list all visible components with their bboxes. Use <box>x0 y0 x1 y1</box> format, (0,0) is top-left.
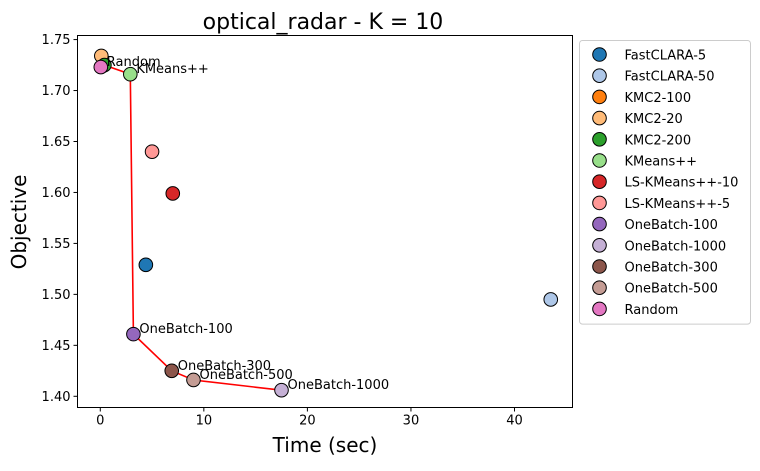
legend-marker <box>592 47 607 62</box>
point-annotation: OneBatch-1000 <box>288 378 390 393</box>
point-onebatch-1000 <box>274 382 289 398</box>
legend-label: OneBatch-500 <box>625 282 718 297</box>
legend-marker <box>592 89 607 105</box>
y-tick-label: 1.75 <box>42 33 71 48</box>
point-annotation: Random <box>107 55 161 70</box>
legend-label: KMC2-200 <box>625 133 692 148</box>
point-annotation: KMeans++ <box>136 62 209 77</box>
legend-frame <box>579 40 751 325</box>
chart-title: optical_radar - K = 10 <box>203 10 444 35</box>
legend-marker <box>592 259 607 274</box>
point-kmeans- <box>123 66 138 82</box>
y-tick-label: 1.40 <box>42 390 71 405</box>
legend-label: Random <box>625 303 679 318</box>
point-ls-kmeans-10 <box>165 186 181 201</box>
y-tick-label: 1.60 <box>42 186 71 201</box>
legend-label: OneBatch-300 <box>625 261 718 276</box>
y-tick-label: 1.65 <box>42 135 71 150</box>
pareto-front-line <box>100 64 282 391</box>
point-random <box>93 59 109 75</box>
point-fastclara-5 <box>138 257 154 273</box>
y-axis: 1.40 1.45 1.50 1.55 1.60 1.65 1.70 1.75 <box>42 33 78 405</box>
legend-marker <box>592 68 607 83</box>
y-tick-label: 1.50 <box>42 288 71 303</box>
legend-marker <box>592 132 607 147</box>
legend-marker <box>592 195 607 211</box>
point-onebatch-300 <box>164 363 180 379</box>
point-onebatch-500 <box>186 372 201 388</box>
x-axis: 0 10 20 30 40 <box>96 407 523 429</box>
legend-label: KMeans++ <box>625 155 698 170</box>
y-tick-label: 1.70 <box>42 84 71 99</box>
legend-label: LS-KMeans++-5 <box>625 197 731 212</box>
plot-frame <box>77 35 573 408</box>
legend-label: FastCLARA-50 <box>625 70 715 85</box>
legend-marker <box>592 238 607 253</box>
x-tick-label: 30 <box>403 414 420 429</box>
point-annotation: OneBatch-100 <box>139 322 232 337</box>
x-tick-label: 40 <box>506 414 523 429</box>
x-tick-label: 10 <box>196 414 213 429</box>
x-axis-label: Time (sec) <box>272 433 378 457</box>
x-tick-label: 20 <box>299 414 316 429</box>
point-annotation: OneBatch-500 <box>199 368 292 383</box>
legend-label: KMC2-100 <box>625 91 692 106</box>
y-tick-label: 1.45 <box>42 339 71 354</box>
legend-label: OneBatch-100 <box>625 218 718 233</box>
y-tick-label: 1.55 <box>42 237 71 252</box>
legend-marker <box>592 280 607 296</box>
x-tick-label: 0 <box>96 414 104 429</box>
legend: FastCLARA-5 FastCLARA-50 KMC2-100 KMC2-20 KM… <box>579 40 751 325</box>
legend-marker <box>592 110 607 126</box>
point-ls-kmeans-5 <box>144 144 160 159</box>
point-fastclara-50 <box>543 292 559 307</box>
legend-label: OneBatch-1000 <box>625 239 727 254</box>
point-onebatch-100 <box>126 326 141 342</box>
legend-marker <box>592 301 607 317</box>
legend-marker <box>592 174 607 189</box>
legend-label: KMC2-20 <box>625 112 683 127</box>
plot-area: RandomKMeans++OneBatch-100OneBatch-300On… <box>93 48 559 398</box>
legend-marker <box>592 153 607 168</box>
legend-marker <box>592 216 607 232</box>
legend-label: FastCLARA-5 <box>625 49 707 64</box>
point-annotation: OneBatch-300 <box>178 359 271 374</box>
y-axis-label: Objective <box>7 175 31 270</box>
legend-label: LS-KMeans++-10 <box>625 176 739 191</box>
